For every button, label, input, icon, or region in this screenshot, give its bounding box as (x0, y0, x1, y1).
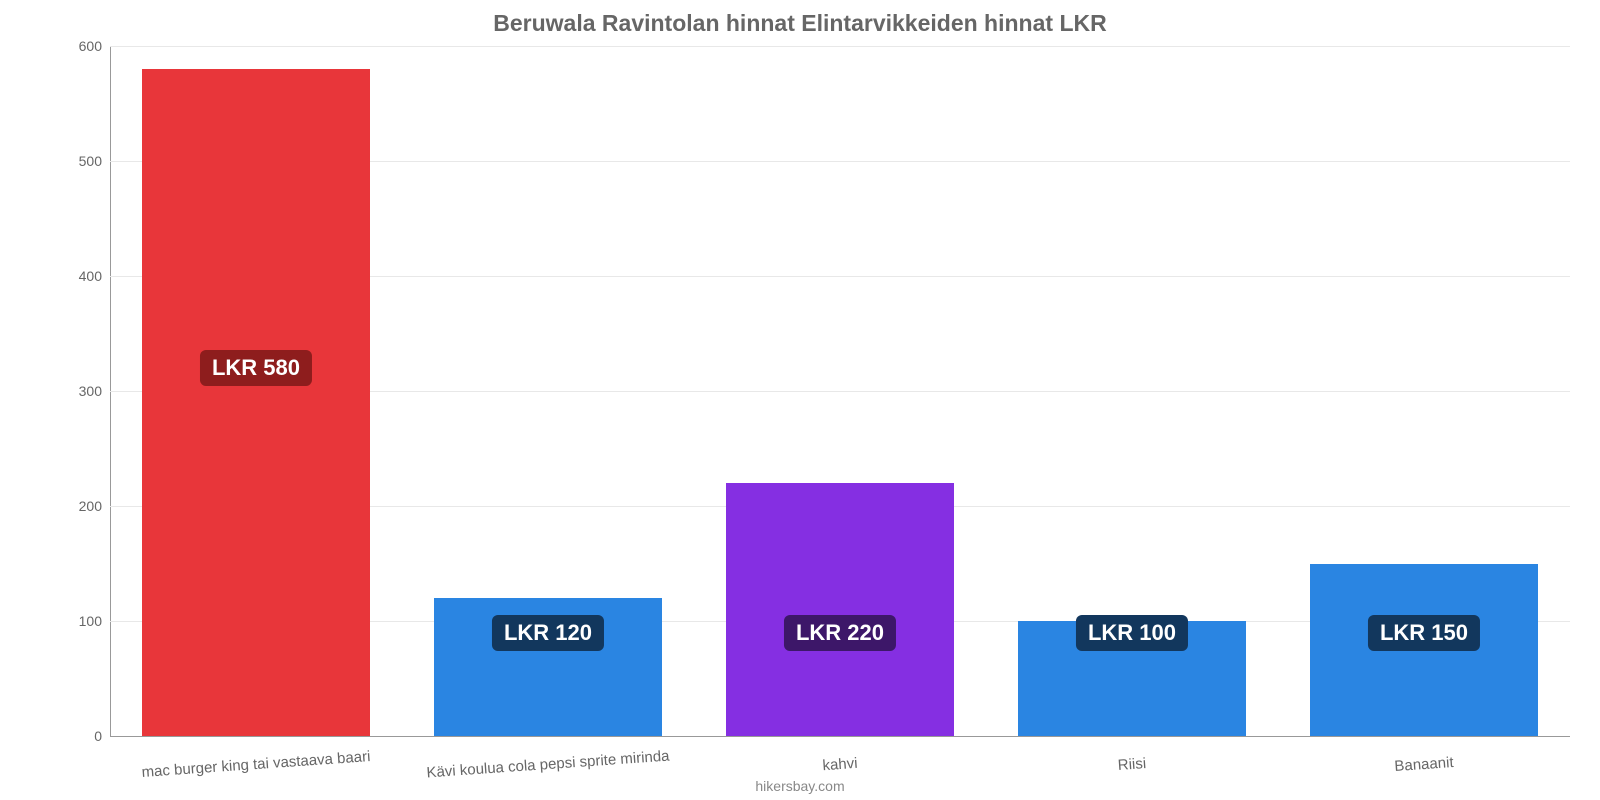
x-tick-label: Kävi koulua cola pepsi sprite mirinda (426, 748, 670, 782)
y-tick-label: 100 (79, 613, 102, 629)
x-tick-label: mac burger king tai vastaava baari (141, 748, 371, 781)
bar-value-badge: LKR 580 (200, 350, 312, 386)
x-axis-line (110, 736, 1570, 737)
bar (726, 483, 954, 736)
y-tick-label: 400 (79, 268, 102, 284)
x-tick-label: kahvi (822, 755, 858, 774)
bar-value-badge: LKR 100 (1076, 615, 1188, 651)
gridline (110, 46, 1570, 47)
chart-area: 0100200300400500600LKR 580mac burger kin… (110, 46, 1570, 736)
x-tick-label: Riisi (1117, 755, 1146, 774)
credit-text: hikersbay.com (755, 778, 844, 794)
x-tick-label: Banaanit (1394, 754, 1454, 775)
chart-title: Beruwala Ravintolan hinnat Elintarvikkei… (0, 10, 1600, 37)
plot-area: 0100200300400500600LKR 580mac burger kin… (110, 46, 1570, 736)
bar (142, 69, 370, 736)
bar-value-badge: LKR 150 (1368, 615, 1480, 651)
bar-value-badge: LKR 220 (784, 615, 896, 651)
y-tick-label: 600 (79, 38, 102, 54)
y-tick-label: 0 (94, 728, 102, 744)
y-tick-label: 300 (79, 383, 102, 399)
y-tick-label: 200 (79, 498, 102, 514)
bar-value-badge: LKR 120 (492, 615, 604, 651)
y-tick-label: 500 (79, 153, 102, 169)
